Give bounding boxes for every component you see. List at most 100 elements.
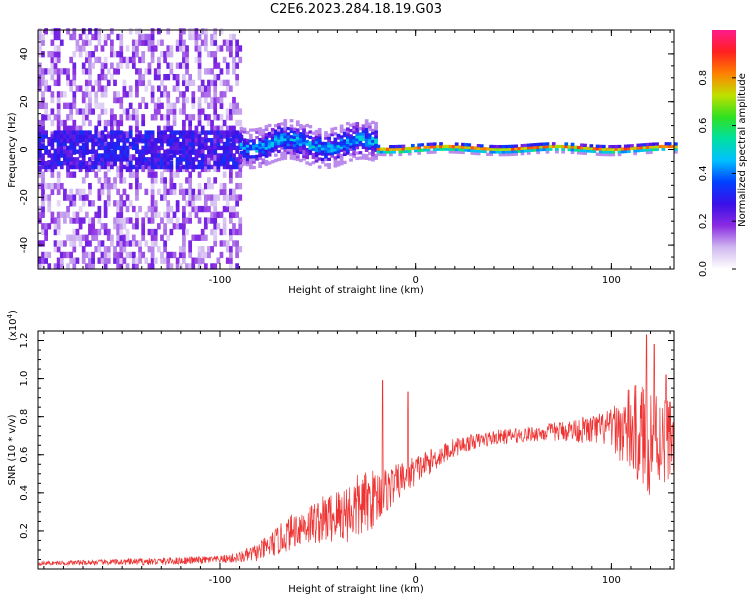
spectrogram-cell [349,158,353,162]
spectrogram-cell [277,141,281,146]
spectrogram-cell [103,263,108,270]
spectrogram-cell [228,234,233,241]
spectrogram-cell [106,257,111,264]
spectrogram-cell [144,141,149,147]
spectrogram-cell [194,234,199,241]
spectrogram-cell [414,149,418,153]
spectrogram-cell [197,153,202,158]
spectrogram-cell [166,164,171,170]
spectrogram-cell [302,130,306,134]
spectrogram-cell [219,68,224,75]
spectrogram-cell [302,146,306,150]
snr-frame [37,330,675,570]
spectrogram-cell [242,162,247,166]
spectrogram-cell [44,28,48,35]
spectrogram-cell [84,211,89,218]
spectrogram-cell [213,165,218,173]
spectrogram-cell [197,205,202,213]
spectrogram-cell [69,134,74,139]
spectrogram-cell [533,143,537,147]
spectrogram-cell [320,157,325,162]
spectrogram-cell [169,125,174,132]
spectrogram-cell [364,124,369,128]
spectrogram-cell [147,45,152,52]
spectrogram-cell [38,165,42,173]
spectrogram-cell [371,128,375,133]
spectrogram-cell [78,188,83,196]
spectrogram-cell [138,149,142,154]
spectrogram-cell [235,228,239,236]
spectrogram-cell [355,124,360,128]
spectrogram-cell [182,251,186,259]
spectrogram-cell [238,223,243,230]
spectrogram-cell [113,157,117,162]
spectrogram-cell [113,68,117,75]
spectrogram-cell [197,217,202,224]
spectrogram-cell [172,153,177,158]
spectrogram-cell [44,160,48,166]
spectrogram-cell [178,182,183,190]
spectrogram-cell [185,85,189,92]
spectrogram-cell [47,251,52,259]
spectrogram-cell [523,149,528,153]
spectrogram-cell [50,108,55,115]
spectrogram-cell [258,132,263,136]
spectrogram-cell [63,160,67,166]
spectrogram-cell [53,28,58,35]
spectrogram-cell [188,149,193,154]
spectrogram-cell [264,154,269,158]
spectrogram-cell [252,165,256,170]
spectrogram-cell [147,33,152,41]
spectrogram-cell [611,150,616,154]
spectrogram-cell [50,68,55,75]
spectrogram-cell [128,251,133,259]
spectrogram-cell [156,73,161,81]
spectrogram-cell [302,149,306,153]
spectrogram-cell [238,160,243,166]
spectrogram-cell [169,251,174,259]
spectrogram-cell [50,91,55,98]
spectrogram-cell [286,145,291,149]
spectrogram-cell [255,130,259,134]
spectrogram-cell [207,145,211,151]
spectrogram-cell [655,147,659,151]
spectrogram-cell [41,68,45,75]
spectrogram-cell [483,147,487,151]
spectrogram-cell [175,200,180,207]
spectrogram-cell [376,152,381,157]
spectrogram-cell [295,147,300,151]
spectrogram-cell [119,246,124,253]
spectrogram-cell [116,51,121,58]
spectrogram-cell [153,153,158,158]
spectrogram-cell [88,182,92,190]
spectrogram-cell [172,149,177,154]
spectrogram-cell [47,141,52,147]
spectrogram-cell [110,45,114,52]
spectrogram-cell [286,137,291,141]
spectrogram-cell [267,139,272,144]
spectrogram-cell [225,149,230,154]
spectrogram-cell [342,142,347,146]
spectrogram-cell [138,182,142,190]
spectrogram-cell [283,148,288,152]
spectrogram-cell [358,156,363,160]
spectrogram-cell [78,149,83,154]
spectrogram-cell [561,144,566,149]
spectrogram-cell [119,257,124,264]
spectrogram-cell [50,164,55,170]
spectrogram-cell [371,142,375,146]
spectrogram-cell [451,144,456,149]
spectrogram-cell [59,257,64,264]
spectrogram-cell [242,154,247,158]
spectrogram-cell [200,205,205,213]
spectrogram-cell [213,39,218,46]
spectrogram-cell [630,144,634,148]
spectrogram-cell [239,158,244,163]
spectrogram-cell [526,146,531,150]
spectrogram-cell [207,102,211,109]
spectrogram-cell [150,45,155,52]
spectrogram-cell [352,136,357,140]
spectrogram-cell [495,147,500,151]
spectrogram-cell [172,182,177,190]
spectrogram-cell [178,157,183,162]
